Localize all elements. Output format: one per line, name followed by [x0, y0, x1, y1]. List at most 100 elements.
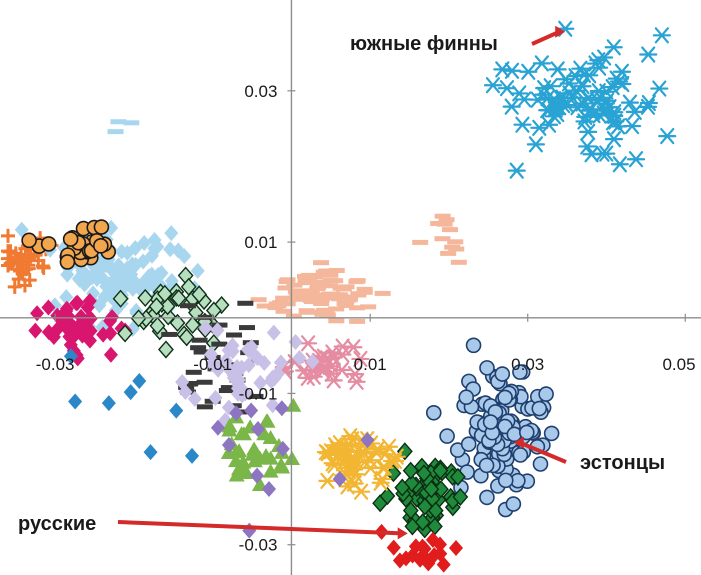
point-series-0: [652, 27, 671, 44]
point-series-15: [235, 426, 252, 441]
point-series-17: [143, 444, 158, 461]
point-series-6: [306, 274, 323, 280]
annotation-arrowhead: [555, 25, 566, 38]
point-series-6: [332, 292, 349, 298]
tick-labels: -0.03 -0.01 0.01 0.03 0.05 0.03 0.01 -0.01 -0.03: [36, 82, 696, 555]
point-series-17: [123, 384, 138, 401]
point-series-6: [342, 294, 359, 300]
x-tick-label: 0.01: [354, 355, 387, 374]
point-series-0: [530, 119, 549, 136]
point-series-0: [515, 91, 534, 108]
point-series-5: [299, 335, 318, 352]
point-series-14: [210, 322, 225, 339]
point-series-6: [286, 282, 303, 288]
point-series-0: [658, 127, 677, 145]
point-series-6: [298, 295, 315, 301]
point-series-12: [137, 288, 154, 307]
point-series-2: [402, 461, 419, 480]
point-series-6: [335, 286, 352, 292]
point-series-6: [302, 297, 319, 303]
point-series-0: [650, 80, 669, 97]
point-series-1: [512, 447, 529, 463]
point-series-1: [543, 425, 560, 442]
point-series-1: [478, 457, 495, 474]
point-series-3: [433, 545, 448, 562]
point-series-16: [250, 421, 265, 438]
point-series-13: [238, 325, 255, 331]
point-series-15: [221, 418, 238, 433]
point-series-6: [328, 267, 345, 273]
point-series-0: [610, 156, 629, 173]
point-series-14: [211, 361, 226, 378]
point-series-9: [151, 266, 166, 283]
point-series-14: [204, 346, 219, 363]
point-series-0: [589, 52, 608, 69]
y-tick-label: 0.01: [244, 233, 277, 252]
point-series-0: [620, 94, 640, 111]
point-series-18: [123, 120, 140, 126]
point-series-15: [259, 413, 276, 428]
point-series-7: [434, 236, 451, 242]
point-series-12: [158, 340, 174, 359]
point-series-5: [347, 373, 366, 390]
point-series-1: [460, 436, 477, 452]
point-series-12: [148, 297, 165, 316]
point-series-7: [447, 239, 464, 245]
point-series-9: [177, 248, 192, 265]
point-series-14: [253, 374, 268, 391]
point-series-6: [349, 278, 366, 284]
point-series-4: [346, 453, 365, 470]
point-series-0: [568, 99, 587, 116]
point-series-13: [226, 332, 243, 338]
point-series-0: [507, 162, 526, 179]
point-series-10: [59, 254, 76, 270]
point-series-1: [465, 337, 482, 354]
point-series-6: [360, 304, 377, 310]
point-series-6: [313, 297, 330, 303]
point-series-0: [513, 116, 532, 133]
point-series-17: [185, 447, 200, 464]
point-series-3: [405, 547, 420, 564]
point-series-6: [349, 318, 366, 324]
point-series-11: [54, 310, 69, 327]
point-series-2: [449, 467, 466, 486]
point-series-12: [159, 297, 176, 316]
point-series-0: [578, 138, 597, 155]
point-series-14: [241, 357, 256, 374]
point-series-6: [313, 294, 330, 300]
point-series-1: [439, 428, 455, 444]
point-series-15: [228, 453, 245, 468]
point-series-2: [385, 464, 402, 483]
point-series-0: [593, 145, 612, 162]
point-series-4: [361, 459, 380, 477]
point-series-6: [336, 301, 353, 307]
point-series-1: [479, 489, 495, 506]
point-series-6: [297, 279, 314, 285]
point-series-6: [350, 292, 367, 298]
point-series-2: [414, 513, 431, 532]
point-series-17: [132, 372, 147, 389]
y-tick-label: -0.03: [239, 536, 278, 555]
point-series-11: [59, 300, 74, 317]
point-series-14: [231, 372, 246, 389]
point-series-13: [191, 337, 208, 343]
point-series-11: [28, 322, 43, 339]
point-series-16: [229, 405, 244, 422]
x-tick-label: 0.05: [662, 355, 695, 374]
point-series-6: [327, 278, 344, 284]
point-series-0: [526, 136, 545, 153]
point-series-0: [604, 131, 624, 148]
point-series-14: [292, 350, 307, 367]
point-series-2: [394, 478, 411, 497]
point-series-13: [218, 388, 235, 394]
point-series-13: [181, 381, 198, 387]
point-series-9: [112, 267, 127, 284]
point-series-0: [548, 61, 567, 78]
point-series-1: [505, 496, 522, 512]
point-series-9: [59, 289, 74, 306]
point-series-2: [416, 464, 432, 483]
point-series-8: [3, 256, 18, 271]
point-series-14: [218, 352, 233, 369]
point-series-6: [313, 260, 330, 266]
